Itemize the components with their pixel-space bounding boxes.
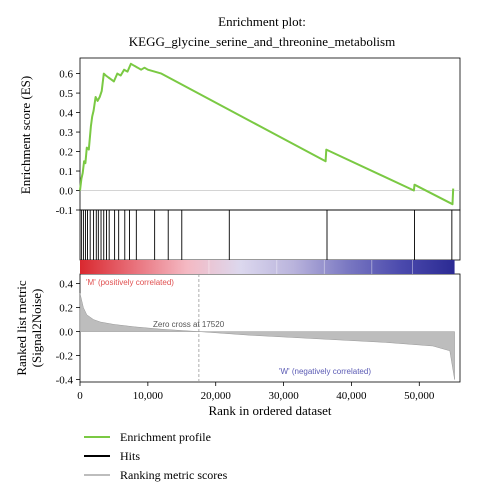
- es-y-tick-label: 0.1: [59, 166, 73, 178]
- es-y-tick-label: 0.2: [59, 147, 73, 159]
- hits-series: [80, 210, 453, 260]
- x-tick-label: 50,000: [404, 390, 435, 402]
- metric-y-axis-label-line1: Ranked list metric: [14, 280, 29, 376]
- positively-correlated-label: 'M' (positively correlated): [86, 278, 174, 287]
- es-y-axis: 0.6 0.5 0.4 0.3 0.2 0.1 0.0 -0.1: [56, 69, 80, 217]
- metric-y-tick-label: 0.2: [59, 303, 73, 315]
- es-panel-frame: [79, 57, 461, 211]
- es-y-tick-label: 0.3: [59, 127, 73, 139]
- enrichment-profile-line: [79, 62, 455, 206]
- metric-y-axis: 0.4 0.2 0.0 -0.2 -0.4: [56, 279, 80, 387]
- legend-label-hits: Hits: [120, 449, 140, 463]
- metric-y-tick-label: -0.2: [56, 351, 73, 363]
- legend-label-ranking-metric: Ranking metric scores: [120, 468, 228, 482]
- ranking-color-bar: [80, 260, 455, 274]
- es-y-tick-label: -0.1: [56, 205, 73, 217]
- legend-label-enrichment-profile: Enrichment profile: [120, 430, 211, 444]
- metric-y-tick-label: -0.4: [56, 375, 74, 387]
- es-y-tick-label: 0.0: [59, 186, 73, 198]
- x-tick-label: 30,000: [268, 390, 299, 402]
- es-y-tick-label: 0.4: [59, 108, 73, 120]
- legend: Enrichment profile Hits Ranking metric s…: [84, 430, 228, 482]
- x-axis: 0 10,000 20,000 30,000 40,000 50,000: [77, 382, 435, 402]
- metric-series: [79, 274, 455, 382]
- metric-y-tick-label: 0.0: [59, 327, 73, 339]
- metric-y-tick-label: 0.4: [59, 279, 73, 291]
- chart-title-line2: KEGG_glycine_serine_and_threonine_metabo…: [129, 34, 395, 49]
- es-y-tick-label: 0.5: [59, 88, 73, 100]
- ranking-color-bar-rect: [80, 260, 455, 274]
- x-axis-label: Rank in ordered dataset: [208, 403, 331, 418]
- ranking-metric-area: [79, 293, 455, 380]
- zero-cross-label: Zero cross at 17520: [153, 320, 225, 329]
- x-tick-label: 40,000: [336, 390, 367, 402]
- hits-panel-frame: [79, 209, 461, 261]
- es-series: [79, 62, 455, 206]
- x-tick-label: 0: [77, 390, 83, 402]
- metric-y-axis-label-line2: (Signal2Noise): [29, 289, 44, 368]
- chart-title-line1: Enrichment plot:: [218, 14, 306, 29]
- x-tick-label: 10,000: [133, 390, 164, 402]
- x-tick-label: 20,000: [201, 390, 232, 402]
- es-y-tick-label: 0.6: [59, 69, 73, 81]
- es-y-axis-label: Enrichment score (ES): [18, 76, 33, 194]
- negatively-correlated-label: 'W' (negatively correlated): [279, 367, 371, 376]
